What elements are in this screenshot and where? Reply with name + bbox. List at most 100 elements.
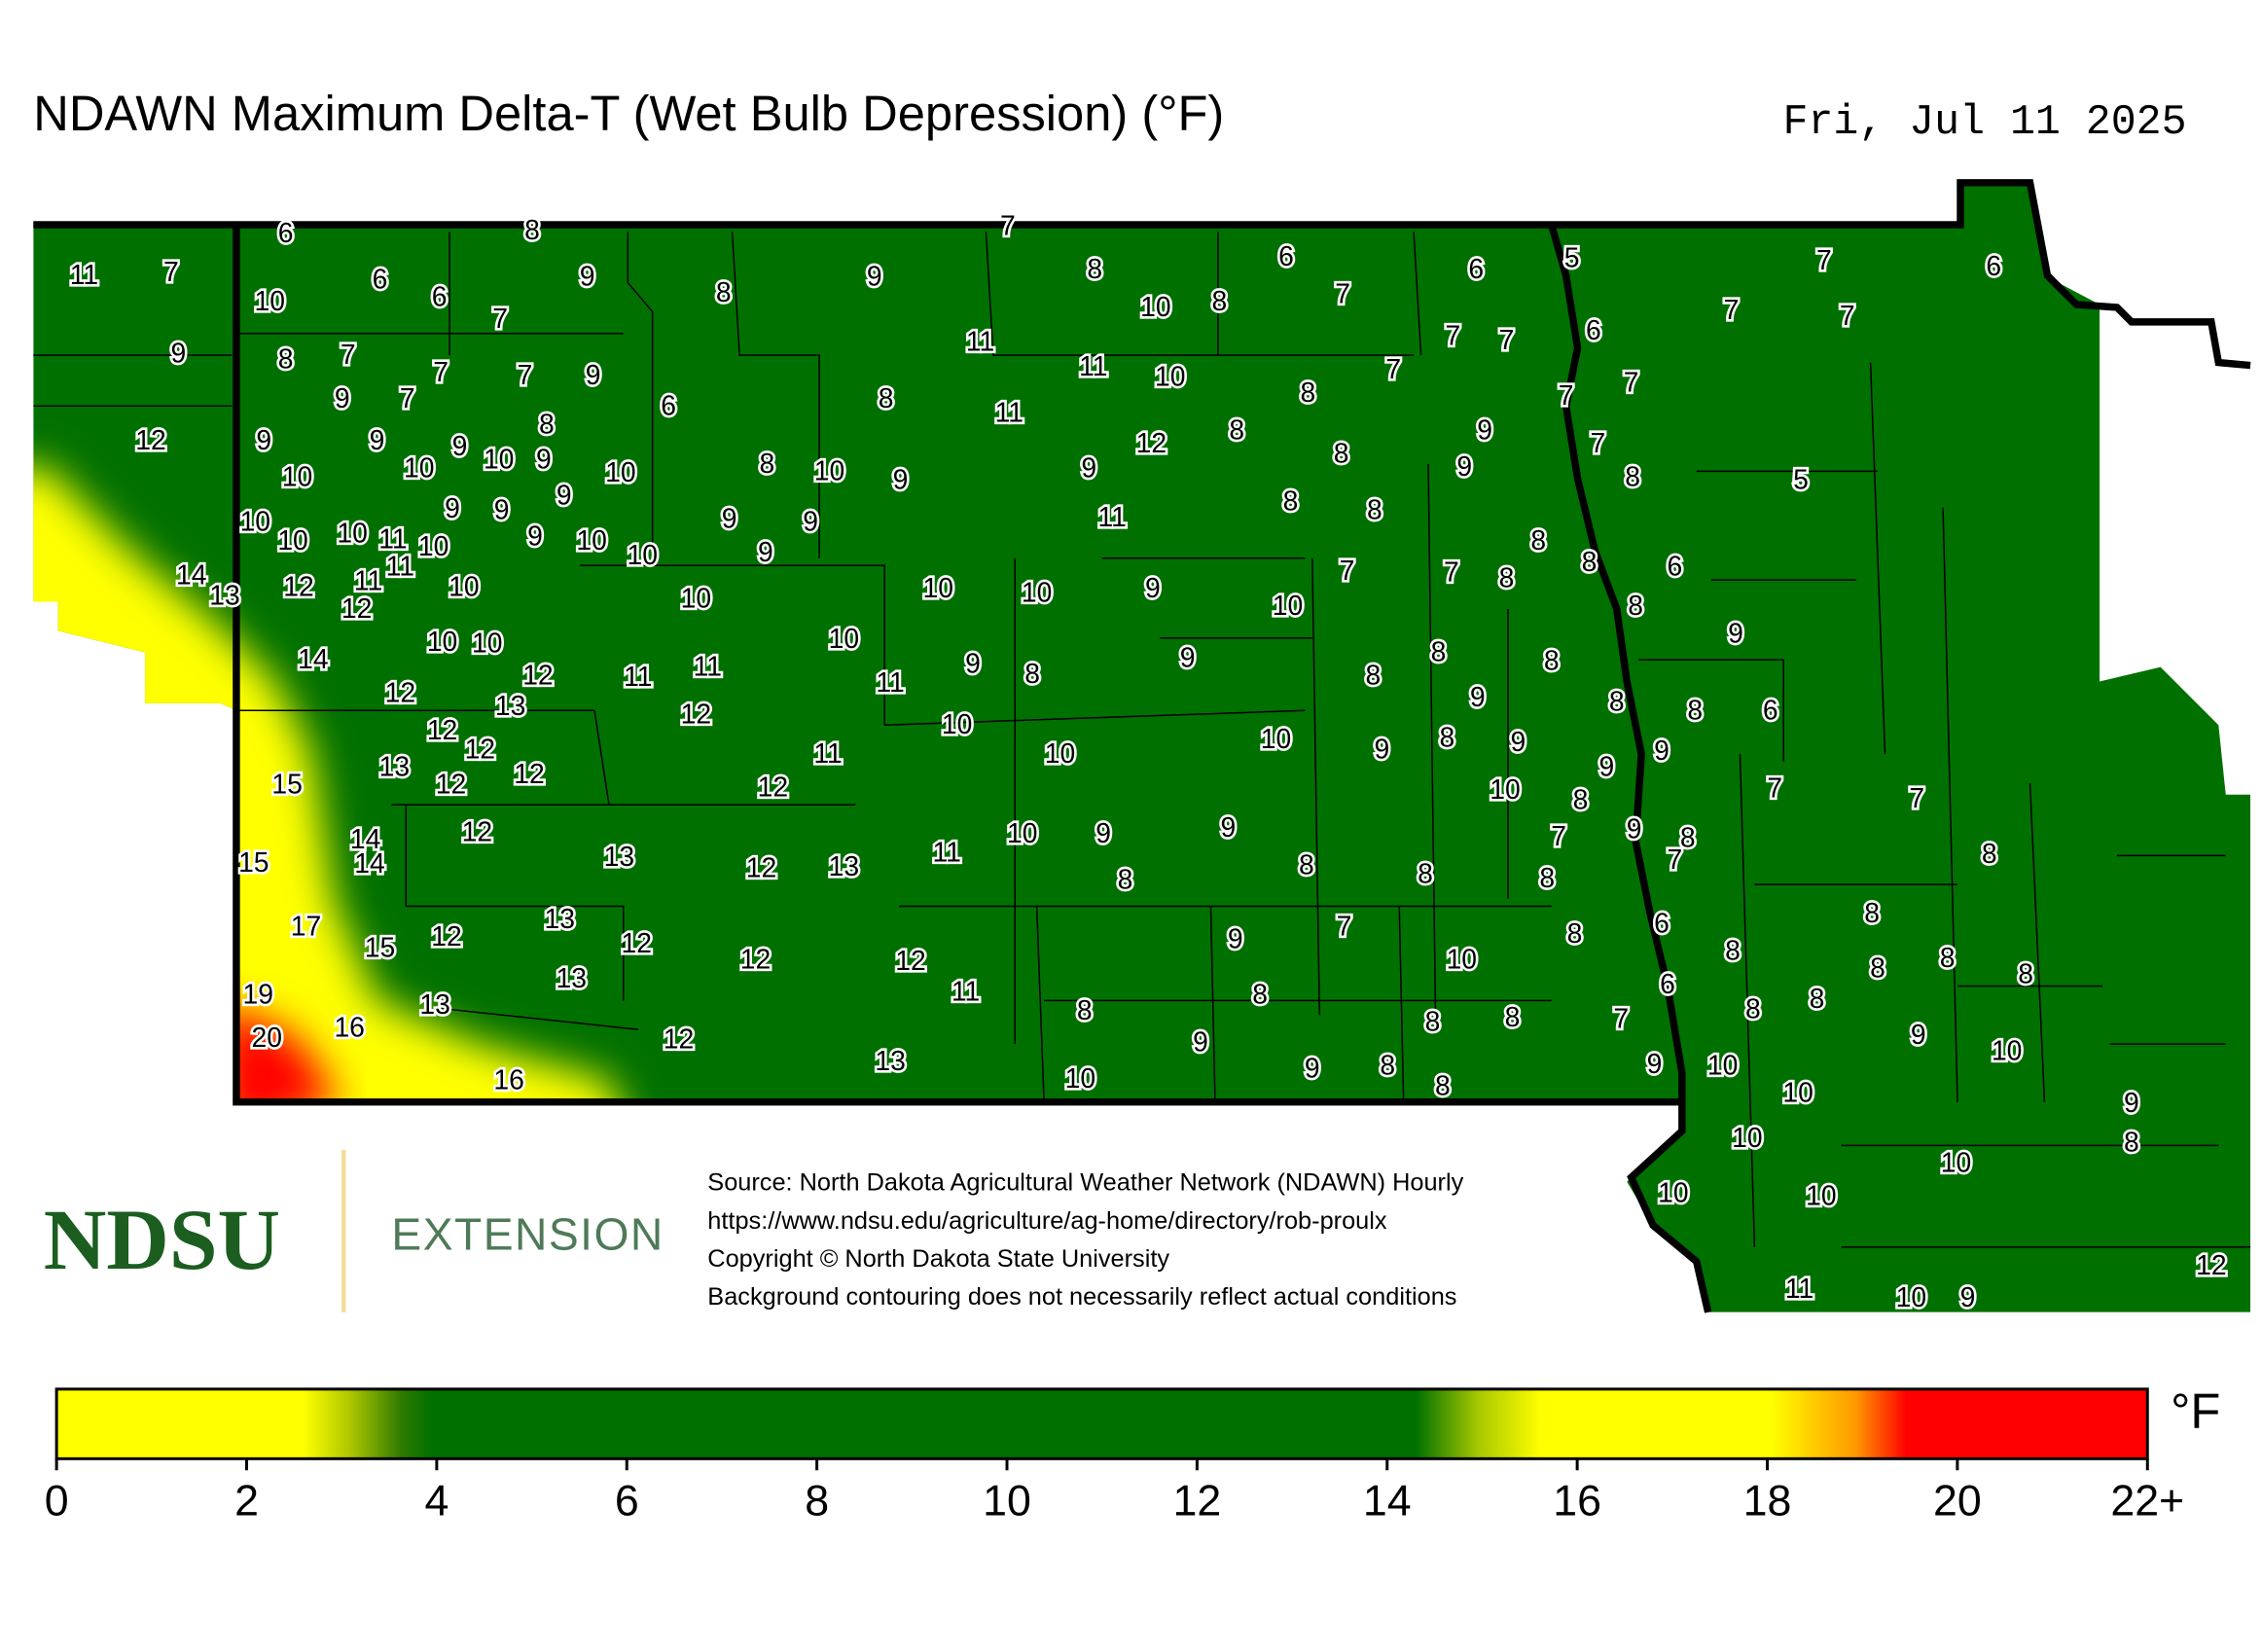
map-title: NDAWN Maximum Delta-T (Wet Bulb Depressi…	[33, 86, 1224, 141]
station-value: 10	[1806, 1180, 1836, 1211]
station-value: 10	[1992, 1035, 2022, 1066]
station-value: 14	[350, 823, 380, 854]
station-value: 9	[527, 520, 543, 551]
station-value: 11	[876, 666, 904, 698]
station-value: 6	[1763, 694, 1778, 725]
station-value: 17	[291, 910, 321, 941]
station-value: 7	[492, 303, 508, 334]
station-value: 7	[1444, 557, 1459, 588]
station-value: 6	[661, 389, 676, 420]
station-value: 6	[1586, 314, 1601, 345]
station-value: 9	[445, 492, 460, 523]
station-value: 8	[1366, 659, 1382, 690]
station-value: 10	[240, 506, 270, 537]
station-value: 11	[624, 661, 652, 692]
station-value: 10	[1007, 817, 1037, 848]
station-value: 11	[1785, 1273, 1813, 1304]
station-value: 13	[419, 988, 449, 1020]
station-value: 10	[472, 628, 502, 659]
station-value: 11	[694, 651, 722, 682]
station-value: 5	[1564, 241, 1580, 272]
station-value: 9	[722, 503, 737, 534]
station-value: 12	[514, 758, 544, 789]
station-value: 11	[70, 259, 98, 290]
station-value: 8	[1299, 849, 1314, 880]
station-value: 8	[1940, 942, 1956, 973]
station-value: 10	[484, 443, 514, 474]
station-value: 11	[951, 975, 980, 1006]
source-line: Source: North Dakota Agricultural Weathe…	[707, 1169, 1463, 1197]
station-value: 13	[209, 580, 239, 611]
station-value: 9	[170, 338, 186, 369]
colorbar-tick-label: 18	[1743, 1477, 1792, 1525]
station-value: 8	[1567, 917, 1583, 949]
station-value: 9	[1095, 817, 1111, 848]
station-value: 7	[1840, 300, 1855, 331]
station-value: 12	[341, 593, 372, 624]
colorbar-tick-label: 10	[983, 1477, 1031, 1525]
station-value: 8	[1625, 460, 1640, 491]
station-value: 16	[493, 1063, 523, 1095]
station-value: 8	[1582, 546, 1598, 577]
station-value: 14	[354, 847, 384, 879]
station-value: 8	[1864, 897, 1880, 928]
station-value: 10	[418, 530, 449, 561]
station-value: 9	[256, 424, 271, 455]
station-value: 13	[829, 850, 859, 881]
station-value: 10	[1022, 577, 1052, 608]
station-value: 15	[365, 932, 395, 963]
station-value: 10	[1658, 1177, 1688, 1208]
station-value: 7	[1724, 294, 1740, 325]
station-value: 8	[760, 448, 775, 479]
station-value: 9	[370, 424, 385, 455]
station-value: 10	[277, 524, 307, 556]
station-value: 10	[1732, 1122, 1762, 1153]
station-value: 9	[803, 506, 818, 537]
station-value: 9	[1627, 812, 1642, 844]
station-value: 10	[1941, 1146, 1971, 1177]
station-value: 9	[1654, 735, 1670, 766]
colorbar-tick-label: 16	[1553, 1477, 1601, 1525]
station-value: 8	[1870, 952, 1885, 984]
station-value: 8	[1435, 1069, 1451, 1100]
station-value: 8	[716, 276, 732, 307]
station-value: 8	[2018, 958, 2033, 989]
station-value: 8	[1118, 864, 1133, 895]
station-value: 10	[427, 626, 457, 657]
station-value: 14	[298, 643, 328, 674]
station-value: 7	[1909, 782, 1924, 813]
station-value: 13	[379, 750, 410, 781]
station-value: 12	[436, 768, 466, 799]
station-value: 8	[1425, 1006, 1441, 1037]
station-value: 6	[1660, 968, 1675, 999]
station-value: 8	[1252, 978, 1268, 1009]
station-value: 10	[1782, 1077, 1813, 1108]
station-value: 12	[385, 676, 415, 707]
station-value: 9	[452, 430, 468, 461]
station-value: 9	[1911, 1019, 1926, 1050]
station-value: 8	[2124, 1126, 2139, 1157]
station-value: 15	[238, 846, 269, 878]
station-value: 7	[1668, 844, 1683, 875]
station-value: 8	[1573, 784, 1589, 815]
station-value: 6	[1668, 551, 1683, 582]
colorbar-tick-label: 0	[45, 1477, 69, 1525]
station-value: 11	[354, 565, 382, 596]
station-value: 13	[545, 903, 575, 934]
station-value: 10	[1045, 737, 1075, 769]
station-value: 6	[1654, 907, 1670, 938]
station-value: 8	[1283, 485, 1299, 517]
station-value: 20	[251, 1022, 281, 1053]
station-value: 7	[1613, 1003, 1629, 1034]
station-value: 10	[681, 583, 711, 614]
station-value: 11	[995, 397, 1023, 428]
station-value: 9	[965, 648, 981, 679]
station-value: 8	[1725, 935, 1741, 966]
station-value: 10	[576, 524, 606, 556]
colorbar-tick-label: 2	[234, 1477, 259, 1525]
colorbar-tick-label: 12	[1173, 1477, 1222, 1525]
logo-unit: EXTENSION	[391, 1209, 664, 1260]
source-line: Background contouring does not necessari…	[707, 1283, 1456, 1311]
